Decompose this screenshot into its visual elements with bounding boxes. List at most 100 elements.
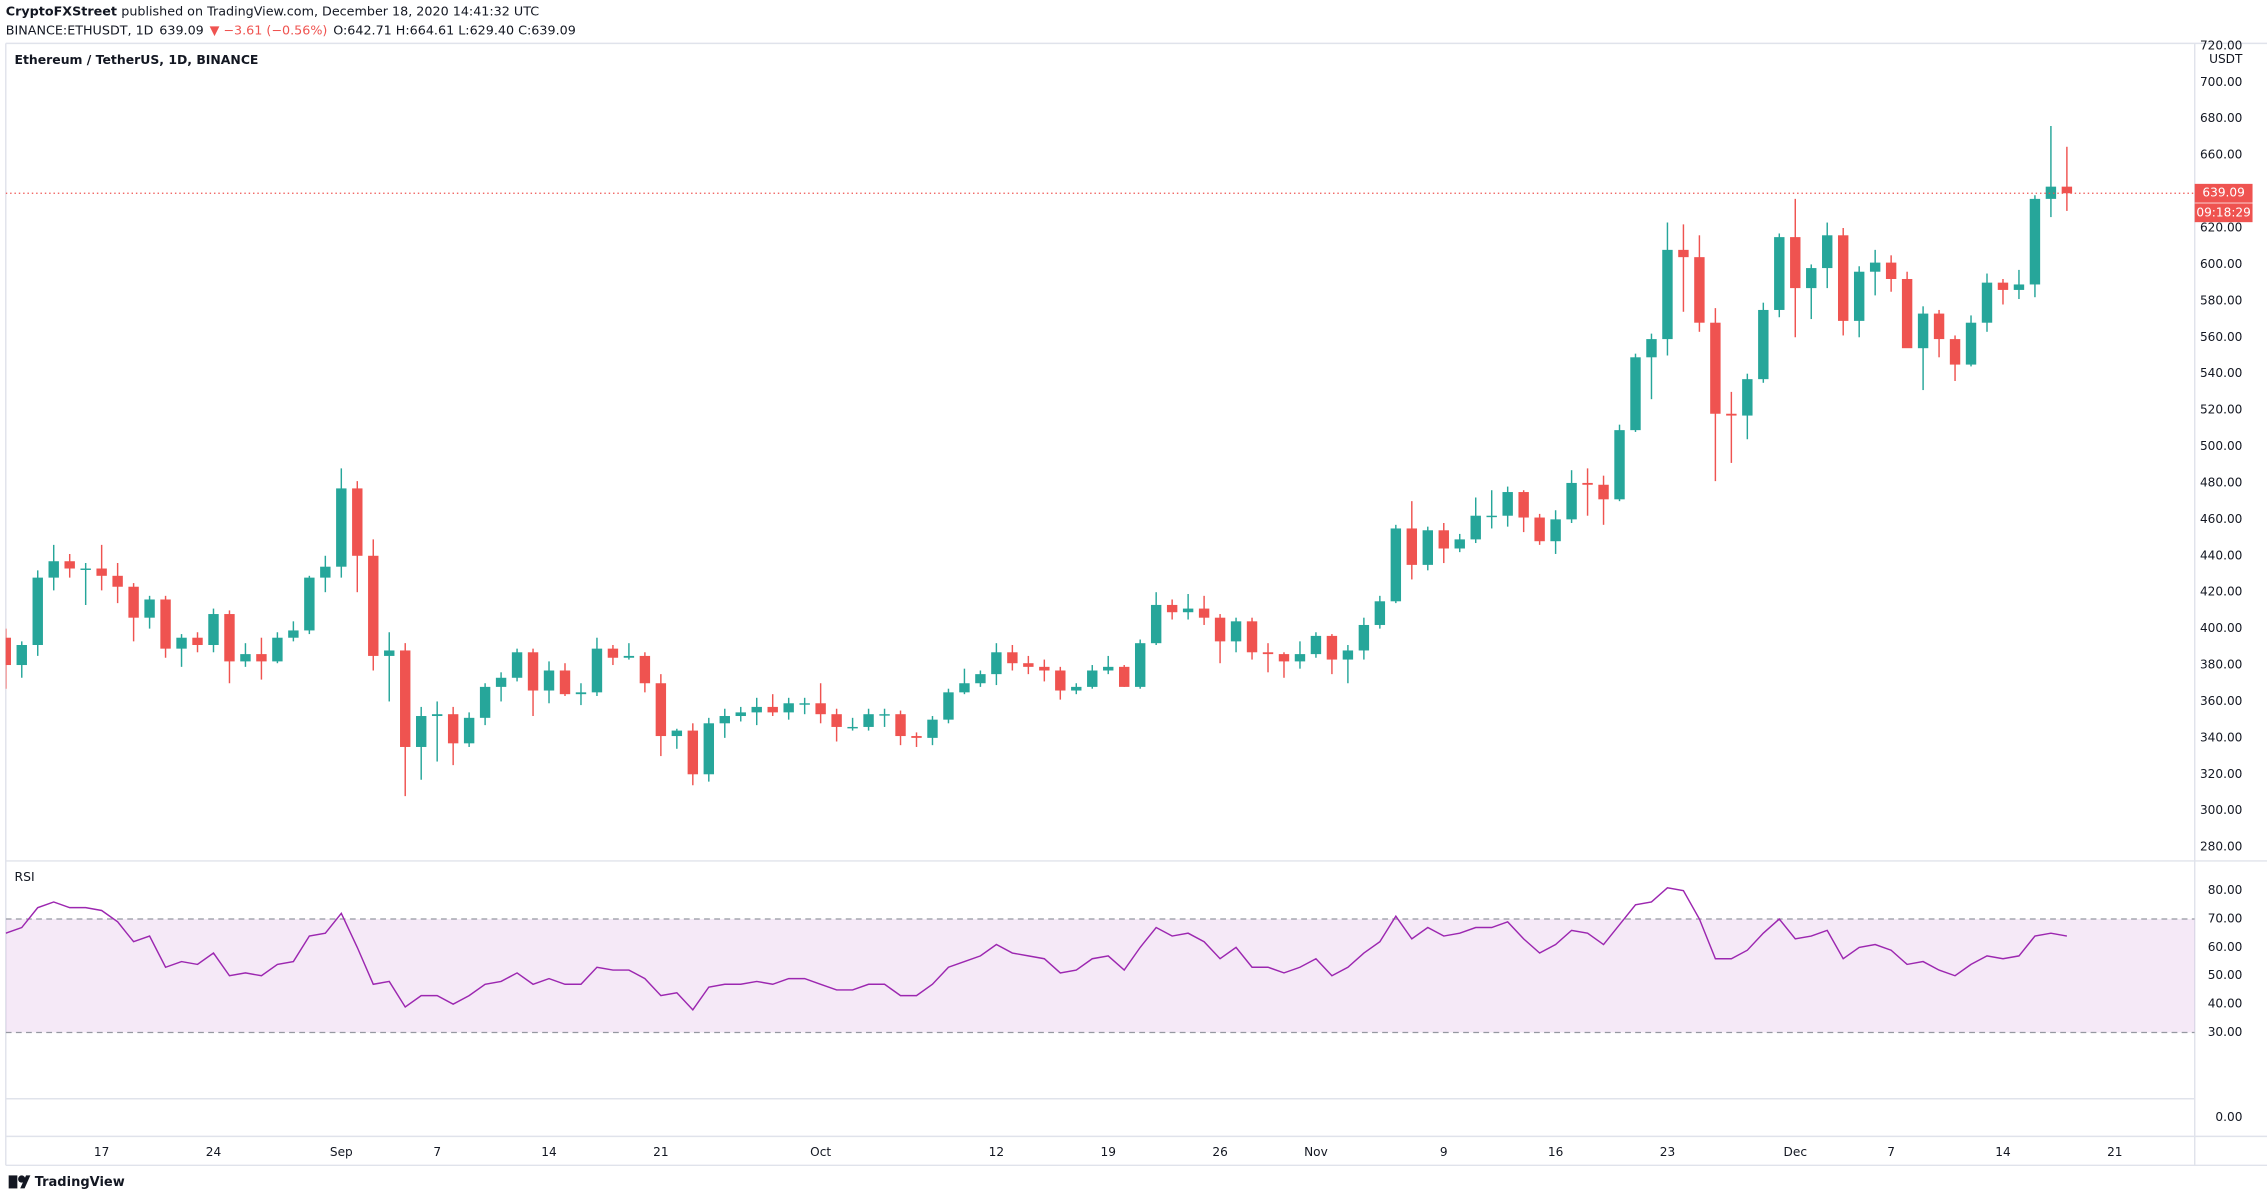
ohlc: O:642.71 H:664.61 L:629.40 C:639.09: [333, 22, 576, 37]
candle-body: [959, 683, 970, 693]
y-tick-label: 30.00: [2208, 1025, 2243, 1039]
candle-body: [1182, 608, 1194, 613]
rsi-legend: RSI: [14, 869, 34, 884]
candle-body: [895, 714, 906, 737]
candle-body: [1678, 249, 1689, 258]
header-line-1: CryptoFXStreet published on TradingView.c…: [6, 3, 539, 18]
price-pane: [5, 126, 2195, 797]
candle-body: [1470, 515, 1481, 540]
candle-body: [1869, 262, 1881, 272]
candle-body: [831, 714, 842, 727]
candle-body: [320, 566, 331, 578]
candle-body: [527, 652, 539, 691]
candle-body: [431, 714, 443, 717]
candle-body: [1438, 530, 1449, 549]
candle-body: [240, 654, 251, 662]
candle-body: [336, 488, 347, 567]
countdown-label: 09:18:29: [2196, 205, 2250, 219]
x-tick-label: 14: [1995, 1145, 2011, 1159]
y-tick-label: 80.00: [2208, 883, 2243, 897]
candle-body: [687, 730, 699, 775]
x-tick-label: 7: [1887, 1145, 1895, 1159]
candle-body: [1790, 237, 1801, 289]
candle-body: [1374, 601, 1386, 625]
y-tick-label: 460.00: [2200, 512, 2242, 526]
y-tick-label: 420.00: [2200, 585, 2242, 599]
x-tick-label: Sep: [330, 1145, 353, 1159]
y-tick-label: 520.00: [2200, 403, 2242, 417]
y-tick-label: 580.00: [2200, 293, 2242, 307]
candle-body: [415, 716, 427, 747]
candle-body: [1965, 322, 1977, 365]
y-tick-label: 60.00: [2208, 940, 2243, 954]
y-tick-label: 400.00: [2200, 621, 2242, 635]
y-tick-label: 40.00: [2208, 997, 2243, 1011]
candle-body: [1119, 666, 1130, 687]
candle-body: [511, 652, 523, 678]
x-tick-label: 23: [1660, 1145, 1675, 1159]
candle-body: [1326, 635, 1338, 660]
x-tick-label: 17: [94, 1145, 109, 1159]
y-tick-label: 480.00: [2200, 475, 2242, 489]
candle-body: [1726, 413, 1737, 416]
axes: 280.00 300.00 320.00 340.00 360.00 380.00 400.…: [94, 38, 2266, 1159]
candle-body: [352, 488, 363, 556]
publisher: CryptoFXStreet: [6, 3, 117, 18]
candle-body: [192, 637, 203, 646]
candle-body: [1758, 309, 1769, 380]
rsi-band: [5, 919, 2195, 1033]
candle-body: [368, 555, 379, 656]
candle-body: [1582, 482, 1593, 485]
brand: TradingView: [35, 1175, 125, 1190]
x-tick-label: Dec: [1784, 1145, 1807, 1159]
candle-body: [48, 561, 59, 578]
candle-body: [1949, 339, 1961, 365]
candle-body: [799, 703, 810, 705]
x-tick-label: 7: [433, 1145, 441, 1159]
candle-body: [144, 599, 155, 618]
header-line-2: BINANCE:ETHUSDT, 1D 639.09 ▼ −3.61 (−0.56%…: [6, 22, 576, 37]
candle-body: [863, 714, 874, 727]
candle-body: [400, 650, 411, 747]
candle-body: [943, 692, 954, 720]
candle-body: [1262, 652, 1274, 655]
y-tick-label: 70.00: [2208, 912, 2243, 926]
candle-body: [1278, 654, 1290, 662]
candle-body: [559, 670, 571, 695]
candle-body: [1806, 268, 1817, 289]
candle-body: [1566, 482, 1577, 520]
y-tick-label: 680.00: [2200, 111, 2242, 125]
logo-part: [8, 1175, 18, 1189]
candle-body: [1150, 604, 1162, 644]
legend: Ethereum / TetherUS, 1D, BINANCE: [14, 52, 258, 67]
x-tick-label: 24: [206, 1145, 222, 1159]
x-tick-label: 14: [541, 1145, 557, 1159]
candle-body: [623, 655, 635, 658]
y-tick-label: 500.00: [2200, 439, 2242, 453]
candle-body: [1454, 539, 1465, 549]
candle-body: [591, 648, 603, 693]
candle-body: [543, 670, 555, 691]
x-tick-label: 12: [989, 1145, 1004, 1159]
last-price-label: 639.09: [2202, 186, 2244, 200]
candle-body: [304, 577, 315, 631]
candle-body: [1406, 528, 1418, 565]
candle-body: [272, 637, 283, 662]
candle-body: [479, 686, 491, 718]
candle-body: [655, 683, 667, 737]
candle-body: [1422, 530, 1433, 565]
candle-body: [751, 706, 762, 713]
candle-body: [975, 674, 986, 684]
candle-body: [783, 703, 794, 713]
candle-body: [1518, 492, 1529, 518]
candle-body: [1981, 282, 1993, 323]
candle-body: [1134, 643, 1146, 687]
candle-body: [1997, 282, 2009, 290]
candle-body: [1214, 617, 1226, 642]
candle-body: [1774, 237, 1785, 310]
candle-body: [1646, 339, 1657, 358]
candle-body: [1917, 313, 1929, 349]
x-tick-label: 21: [2107, 1145, 2122, 1159]
candle-body: [1055, 670, 1066, 691]
